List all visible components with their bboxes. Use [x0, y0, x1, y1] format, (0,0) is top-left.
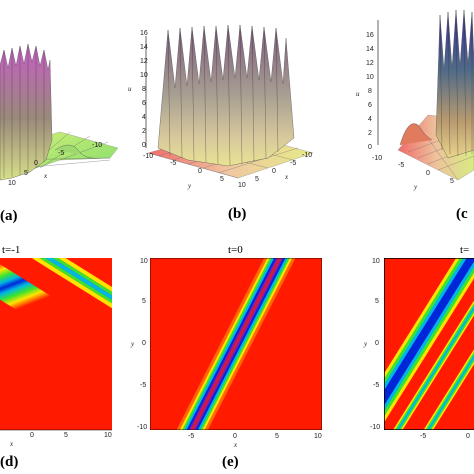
tick-f-x-neg5: -5: [420, 433, 427, 440]
tick-c-z-10: 10: [366, 74, 374, 81]
surface-plot-c: [377, 9, 474, 181]
title-f: t=: [460, 244, 470, 256]
tick-f-y-0: 0: [375, 340, 379, 347]
tick-c-z-2: 2: [368, 130, 372, 137]
tick-e-y-neg10: -10: [137, 424, 148, 431]
tick-b-z-12: 12: [140, 58, 148, 65]
density-plot-d: [0, 258, 112, 438]
tick-b-z-14: 14: [140, 44, 148, 51]
density-plot-e: [150, 258, 322, 430]
tick-d-x-0: 0: [30, 432, 34, 439]
tick-c-z-0: 0: [368, 144, 372, 151]
tick-b-y-0: -10: [143, 153, 154, 160]
tick-c-z-14: 14: [366, 46, 374, 53]
label-b: (b): [228, 206, 247, 222]
tick-b-y-1: -5: [170, 160, 177, 167]
title-d: t=-1: [2, 244, 21, 256]
tick-e-x-10: 10: [314, 433, 322, 440]
tick-d-x-10: 10: [104, 432, 112, 439]
tick-f-y-neg10: -10: [370, 424, 381, 431]
tick-f-y-10: 10: [372, 258, 380, 265]
surface-plot-a: [0, 43, 119, 181]
axis-d-x: x: [10, 440, 14, 448]
axis-f-y: y: [364, 340, 368, 348]
tick-b-z-2: 2: [142, 128, 146, 135]
tick-e-y-5: 5: [142, 298, 146, 305]
axis-e-x: x: [234, 441, 238, 449]
tick-b-y-2: 0: [198, 168, 202, 175]
tick-a-x-0: -10: [92, 142, 103, 149]
tick-a-x-1: -5: [58, 150, 65, 157]
density-plot-f: [384, 258, 474, 430]
tick-c-z-16: 16: [366, 32, 374, 39]
axis-c-y: y: [414, 183, 418, 191]
axis-c-z: u: [356, 90, 360, 98]
title-e: t=0: [228, 244, 243, 256]
tick-b-x-0: 5: [255, 176, 259, 183]
axis-b-z: u: [128, 85, 132, 93]
label-d: (d): [0, 454, 19, 470]
label-c: (c: [456, 206, 468, 222]
tick-c-z-8: 8: [368, 88, 372, 95]
axis-b-x: x: [285, 173, 289, 181]
tick-c-y-2: 0: [426, 170, 430, 177]
label-e: (e): [222, 454, 239, 470]
axis-a-x: x: [44, 172, 48, 180]
tick-c-z-12: 12: [366, 60, 374, 67]
tick-b-x-2: -5: [290, 160, 297, 167]
label-a: (a): [0, 208, 18, 224]
tick-c-z-6: 6: [368, 102, 372, 109]
tick-a-x-3: 5: [24, 170, 28, 177]
axis-b-y: y: [188, 182, 192, 190]
tick-a-x-4: 10: [8, 180, 16, 187]
tick-b-z-0: 0: [142, 142, 146, 149]
surface-plot-b: [145, 24, 314, 179]
tick-b-z-16: 16: [140, 30, 148, 37]
tick-b-z-6: 6: [142, 100, 146, 107]
tick-f-y-neg5: -5: [373, 382, 380, 389]
tick-b-y-4: 10: [238, 182, 246, 189]
tick-e-y-neg5: -5: [140, 382, 147, 389]
tick-b-y-3: 5: [220, 176, 224, 183]
tick-a-x-2: 0: [34, 160, 38, 167]
tick-c-y-1: -5: [398, 162, 405, 169]
tick-d-x-5: 5: [64, 432, 68, 439]
tick-f-x-0: 0: [466, 433, 470, 440]
tick-f-y-5: 5: [375, 298, 379, 305]
tick-e-y-10: 10: [140, 258, 148, 265]
tick-b-x-1: 0: [272, 168, 276, 175]
tick-b-z-8: 8: [142, 86, 146, 93]
tick-e-x-neg5: -5: [188, 433, 195, 440]
tick-c-y-3: 5: [450, 178, 454, 185]
tick-b-z-10: 10: [140, 72, 148, 79]
tick-e-y-0: 0: [142, 340, 146, 347]
tick-b-z-4: 4: [142, 114, 146, 121]
tick-b-x-3: -10: [302, 152, 313, 159]
tick-e-x-5: 5: [275, 433, 279, 440]
tick-e-x-0: 0: [233, 433, 237, 440]
tick-c-y-0: -10: [372, 155, 383, 162]
tick-c-z-4: 4: [368, 116, 372, 123]
axis-e-y: y: [131, 340, 135, 348]
